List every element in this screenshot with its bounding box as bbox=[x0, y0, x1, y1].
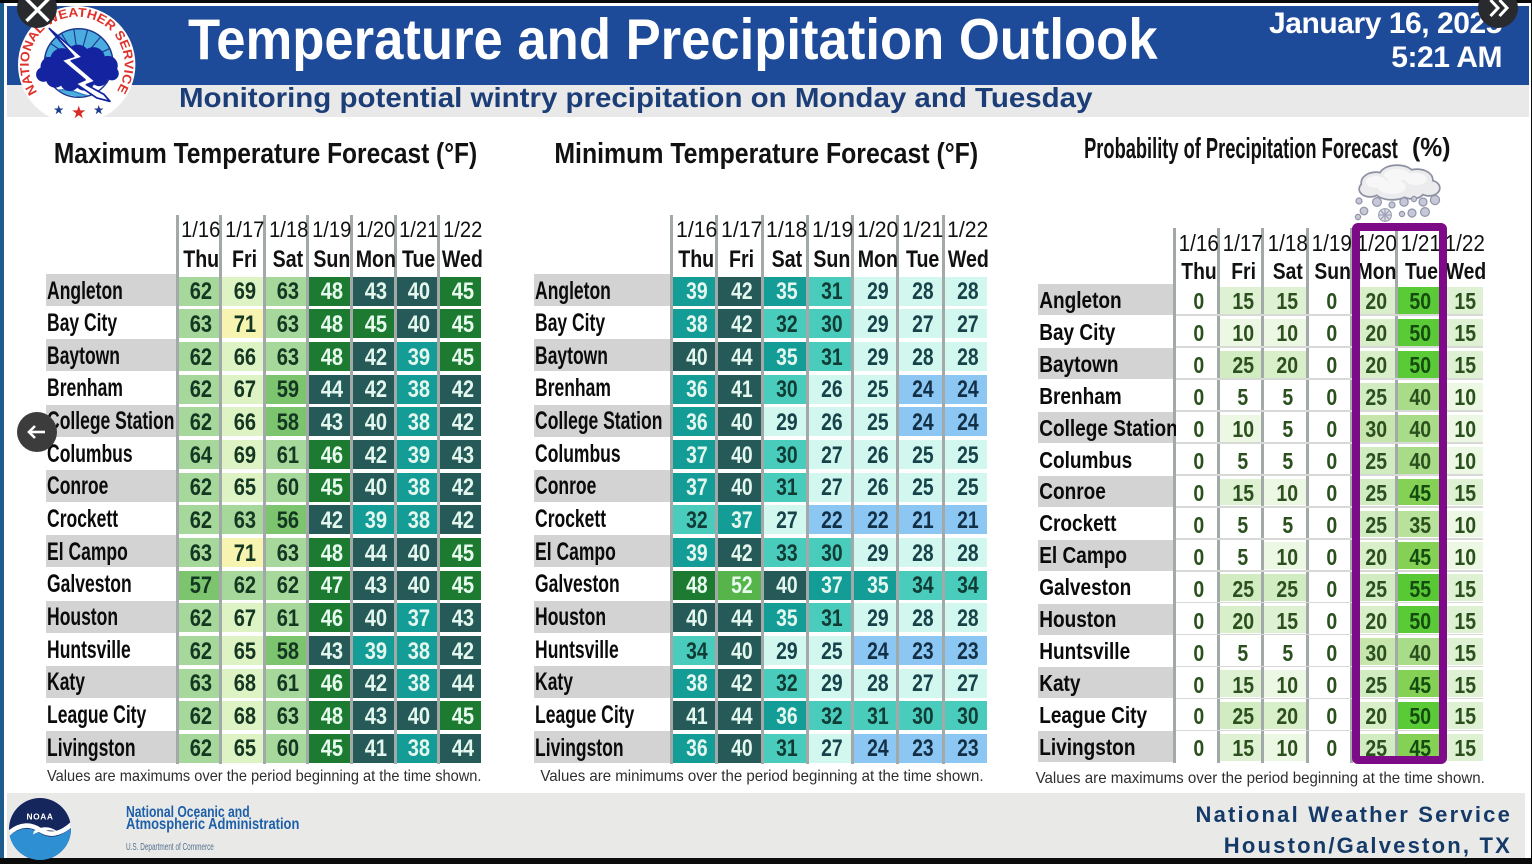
svg-text:NOAA: NOAA bbox=[26, 812, 53, 822]
